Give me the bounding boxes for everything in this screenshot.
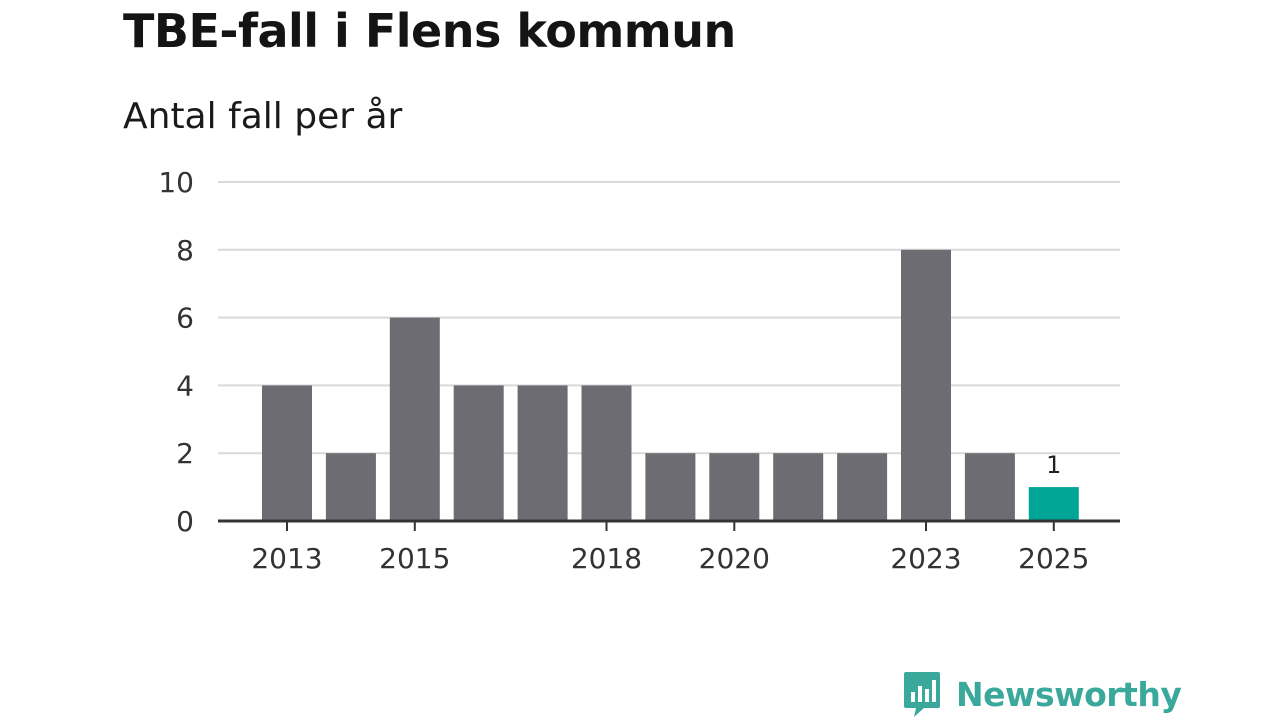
bar-2019: [645, 453, 696, 521]
y-tick-label: 4: [176, 369, 194, 402]
y-tick-label: 8: [176, 234, 194, 267]
chart-subtitle: Antal fall per år: [123, 96, 403, 137]
chart-title: TBE-fall i Flens kommun: [123, 4, 736, 58]
bars: [262, 249, 1079, 522]
bar-2023: [901, 249, 951, 522]
grid-lines: [218, 181, 1120, 455]
newsworthy-logo-icon: [904, 672, 940, 717]
bar-2021: [773, 453, 824, 521]
y-tick-label: 2: [176, 437, 194, 470]
data-labels: 1: [1046, 451, 1061, 479]
x-axis-ticks: 2013 2015 2018 2020 2023 2025: [251, 521, 1089, 575]
y-tick-label: 10: [158, 166, 194, 199]
y-tick-label: 6: [176, 302, 194, 335]
bar-2020: [709, 453, 760, 521]
x-tick-label: 2013: [251, 542, 322, 575]
x-tick-label: 2018: [571, 542, 642, 575]
bar-2017: [517, 385, 568, 521]
x-tick-label: 2020: [699, 542, 770, 575]
bar-2018: [581, 385, 632, 521]
bar-2025: [1028, 487, 1079, 521]
x-tick-label: 2023: [890, 542, 961, 575]
x-tick-label: 2025: [1018, 542, 1089, 575]
bar-2013: [262, 385, 312, 521]
brand-name: Newsworthy: [956, 674, 1182, 714]
y-tick-label: 0: [176, 505, 194, 538]
bar-2022: [837, 453, 888, 521]
x-tick-label: 2015: [379, 542, 450, 575]
bar-2014: [325, 453, 376, 521]
y-axis-ticks: 0 2 4 6 8 10: [158, 166, 194, 538]
bar-2016: [453, 385, 504, 521]
bar-2015: [389, 317, 440, 521]
bar-2024: [964, 453, 1015, 521]
brand-logo: Newsworthy: [902, 670, 1182, 718]
data-label: 1: [1046, 451, 1061, 479]
